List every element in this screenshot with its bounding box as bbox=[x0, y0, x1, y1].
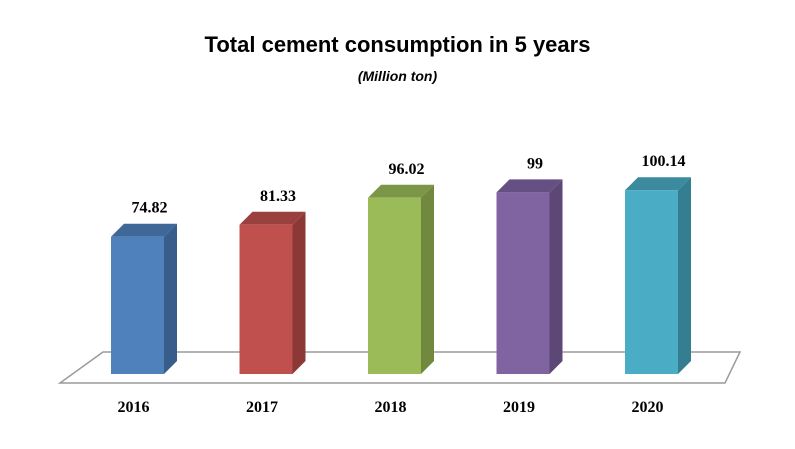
bar-2018 bbox=[368, 184, 434, 374]
bar-2016 bbox=[111, 223, 177, 374]
bar-top bbox=[368, 184, 434, 198]
x-tick-label: 2016 bbox=[118, 399, 150, 416]
chart-subtitle: (Million ton) bbox=[357, 68, 438, 84]
bar-side bbox=[421, 184, 434, 374]
x-tick-label: 2018 bbox=[375, 399, 407, 416]
value-label: 96.02 bbox=[389, 161, 425, 178]
bar-front bbox=[496, 192, 550, 374]
bar-top bbox=[111, 223, 177, 237]
bar-front bbox=[625, 190, 678, 374]
bar-side bbox=[292, 211, 306, 374]
bar-front bbox=[111, 236, 164, 374]
value-label: 100.14 bbox=[642, 153, 686, 170]
chart-title: Total cement consumption in 5 years bbox=[204, 32, 591, 57]
x-tick-label: 2020 bbox=[632, 399, 664, 416]
bar-top bbox=[239, 211, 306, 225]
value-label: 81.33 bbox=[260, 188, 296, 205]
x-tick-label: 2019 bbox=[503, 399, 535, 416]
bar-2019 bbox=[496, 179, 563, 374]
bar-side bbox=[678, 177, 691, 374]
bar-front bbox=[368, 197, 421, 374]
bar-top bbox=[625, 177, 691, 191]
bar-top bbox=[496, 179, 563, 193]
value-label: 74.82 bbox=[132, 200, 168, 217]
bar-side bbox=[164, 223, 177, 374]
bar-side bbox=[549, 179, 563, 374]
bar-front bbox=[239, 224, 293, 374]
bar-2017 bbox=[239, 211, 306, 374]
bar-2020 bbox=[625, 177, 691, 374]
x-tick-label: 2017 bbox=[246, 399, 278, 416]
value-label: 99 bbox=[527, 155, 543, 172]
